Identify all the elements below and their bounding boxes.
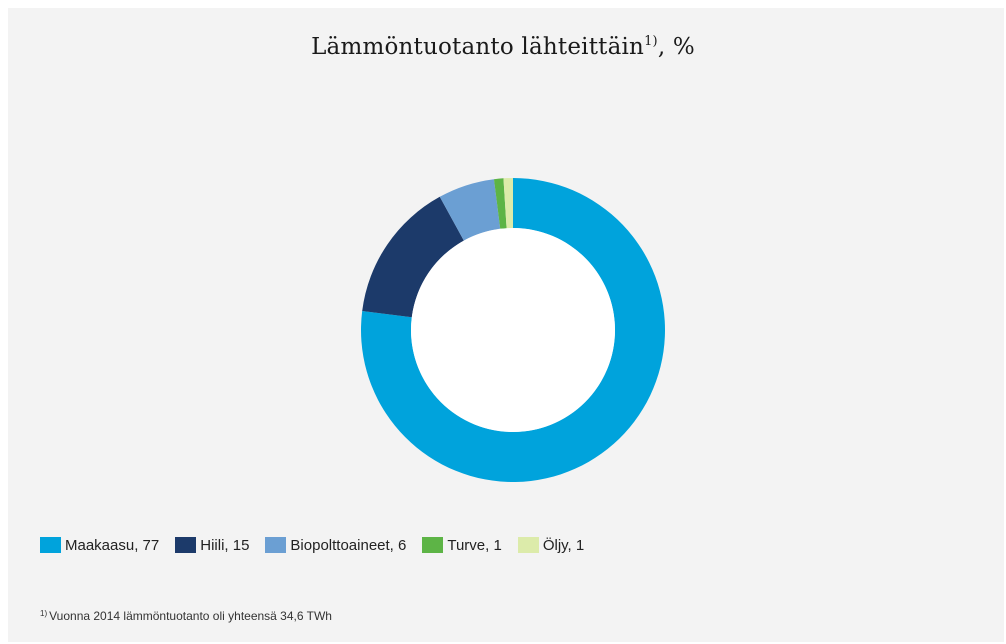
legend-label-oljy: Öljy, 1 bbox=[542, 536, 585, 554]
legend-item-maakaasu: Maakaasu, 77 bbox=[40, 537, 159, 554]
chart-title: Lämmöntuotanto lähteittäin1), % bbox=[311, 34, 695, 60]
footnote: 1) Vuonna 2014 lämmöntuotanto oli yhteens… bbox=[40, 609, 332, 623]
legend-item-turve: Turve, 1 bbox=[422, 536, 502, 554]
title-footnote-marker: 1) bbox=[644, 34, 658, 49]
legend-item-oljy: Öljy, 1 bbox=[517, 536, 585, 554]
legend-label-maakaasu: Maakaasu, 77 bbox=[65, 536, 160, 554]
legend-swatch-turve bbox=[422, 537, 444, 553]
donut-slice-maakaasu bbox=[361, 178, 666, 482]
donut-hole bbox=[411, 228, 615, 432]
footnote-marker: 1) bbox=[40, 609, 48, 618]
donut-slice-hiili bbox=[362, 196, 464, 318]
legend-swatch-maakaasu bbox=[40, 537, 61, 553]
legend-swatch-oljy bbox=[517, 537, 539, 553]
legend-label-biopolttoaineet: Biopolttoaineet, 6 bbox=[290, 536, 407, 554]
legend-swatch-hiili bbox=[175, 537, 197, 553]
legend: Maakaasu, 77 Hiili, 15 Biopolttoaineet, … bbox=[40, 534, 600, 556]
legend-item-biopolttoaineet: Biopolttoaineet, 6 bbox=[265, 537, 406, 554]
legend-label-turve: Turve, 1 bbox=[447, 536, 502, 554]
donut-slice-biopolttoaineet bbox=[439, 179, 501, 241]
donut-slice-oljy bbox=[503, 178, 513, 229]
legend-swatch-biopolttoaineet bbox=[265, 537, 287, 553]
donut-slice-turve bbox=[493, 178, 507, 229]
footnote-text: Vuonna 2014 lämmöntuotanto oli yhteensä … bbox=[49, 609, 332, 623]
legend-label-hiili: Hiili, 15 bbox=[200, 536, 250, 554]
legend-item-hiili: Hiili, 15 bbox=[175, 537, 249, 554]
